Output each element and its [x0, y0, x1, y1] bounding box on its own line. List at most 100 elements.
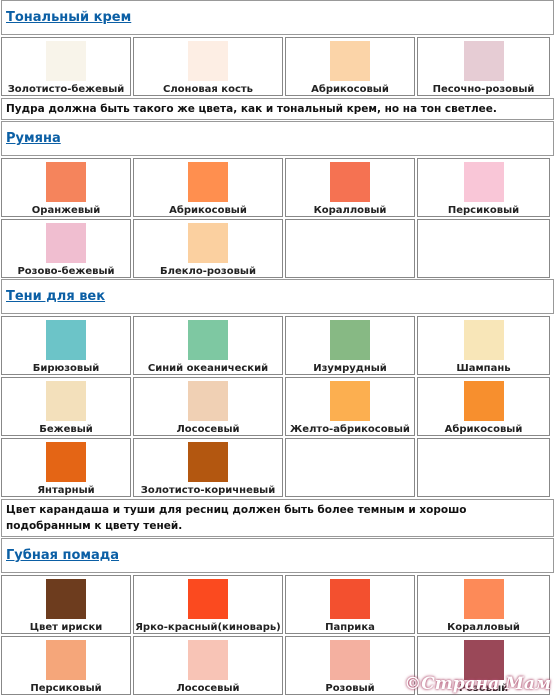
- swatch-label: Золотисто-коричневый: [140, 485, 276, 496]
- color-swatch: [330, 41, 370, 81]
- color-swatch: [188, 381, 228, 421]
- swatch-label: Янтарный: [37, 485, 95, 496]
- swatch-label: Оранжевый: [31, 205, 101, 216]
- color-swatch: [188, 41, 228, 81]
- swatch-cell: Персиковый: [417, 158, 550, 217]
- swatch-cell: Песочно-розовый: [417, 37, 550, 96]
- section-header: Тональный крем: [1, 0, 554, 35]
- swatch-label: Песочно-розовый: [432, 84, 535, 95]
- color-swatch: [46, 41, 86, 81]
- swatch-cell: Лососевый: [133, 636, 283, 695]
- section-header: Румяна: [1, 121, 554, 156]
- swatch-label: Бежевый: [39, 424, 93, 435]
- swatch-cell: Желто-абрикосовый: [285, 377, 415, 436]
- swatch-cell: [285, 219, 415, 278]
- section-title[interactable]: Тональный крем: [6, 10, 132, 25]
- color-swatch: [330, 162, 370, 202]
- color-swatch: [46, 442, 86, 482]
- swatch-label: Лососевый: [176, 424, 240, 435]
- swatch-cell: Розово-бежевый: [1, 219, 131, 278]
- swatch-cell: Абрикосовый: [133, 158, 283, 217]
- color-swatch: [463, 41, 504, 81]
- watermark: ©Страна Мам: [404, 674, 551, 694]
- swatch-cell: Синий океанический: [133, 316, 283, 375]
- swatch-row: Оранжевый Абрикосовый Коралловый Персиковый: [1, 157, 554, 218]
- swatch-cell: Цвет ириски: [1, 575, 131, 634]
- swatch-row: Золотисто-бежевый Слоновая кость Абрикосов…: [1, 36, 554, 97]
- swatch-cell: [285, 438, 415, 497]
- section-header: Губная помада: [1, 538, 554, 573]
- color-swatch: [330, 320, 370, 360]
- swatch-label: Абрикосовый: [444, 424, 523, 435]
- color-swatch: [330, 640, 370, 680]
- swatch-cell: Лососевый: [133, 377, 283, 436]
- swatch-row: Бирюзовый Синий океанический Изумрудный Шам…: [1, 315, 554, 376]
- section-header: Тени для век: [1, 279, 554, 314]
- swatch-label: Цвет ириски: [29, 622, 103, 633]
- color-swatch: [463, 320, 504, 360]
- swatch-label: Золотисто-бежевый: [7, 84, 125, 95]
- color-swatch: [188, 162, 228, 202]
- swatch-row: Розово-бежевый Блекло-розовый: [1, 218, 554, 279]
- color-swatch: [46, 579, 86, 619]
- swatch-cell: [417, 219, 550, 278]
- swatch-label: Розовый: [458, 683, 509, 694]
- swatch-label: Розовый: [325, 683, 375, 694]
- color-swatch: [463, 640, 504, 680]
- swatch-label: Паприка: [325, 622, 375, 633]
- swatch-cell: Блекло-розовый: [133, 219, 283, 278]
- swatch-label: Бирюзовый: [32, 363, 100, 374]
- swatch-row: Цвет ириски Ярко-красный(киноварь) Паприка…: [1, 574, 554, 635]
- swatch-label: Розово-бежевый: [17, 266, 115, 277]
- color-swatch: [188, 640, 228, 680]
- swatch-row: Бежевый Лососевый Желто-абрикосовый Абрикос…: [1, 376, 554, 437]
- color-swatch: [46, 640, 86, 680]
- swatch-cell: Абрикосовый: [285, 37, 415, 96]
- swatch-label: Персиковый: [30, 683, 102, 694]
- swatch-label: Коралловый: [447, 622, 520, 633]
- color-swatch: [46, 162, 86, 202]
- swatch-label: Блекло-розовый: [160, 266, 256, 277]
- swatch-cell: Бежевый: [1, 377, 131, 436]
- swatch-cell: Шампань: [417, 316, 550, 375]
- color-swatch: [330, 381, 370, 421]
- section-title[interactable]: Румяна: [6, 131, 61, 146]
- swatch-cell: Абрикосовый: [417, 377, 550, 436]
- swatch-cell: Золотисто-коричневый: [133, 438, 283, 497]
- section-title[interactable]: Губная помада: [6, 548, 120, 563]
- note: Цвет карандаша и туши для ресниц должен …: [1, 499, 554, 537]
- color-swatch: [463, 381, 504, 421]
- swatch-cell: [417, 438, 550, 497]
- swatch-label: Лососевый: [176, 683, 240, 694]
- swatch-label: Абрикосовый: [169, 205, 247, 216]
- swatch-label: Шампань: [456, 363, 511, 374]
- swatch-cell: Оранжевый: [1, 158, 131, 217]
- swatch-cell: Паприка: [285, 575, 415, 634]
- color-swatch: [46, 381, 86, 421]
- swatch-label: Изумрудный: [313, 363, 387, 374]
- color-swatch: [46, 223, 86, 263]
- swatch-label: Коралловый: [313, 205, 387, 216]
- color-swatch: [188, 223, 228, 263]
- swatch-label: Персиковый: [447, 205, 520, 216]
- swatch-cell: Слоновая кость: [133, 37, 283, 96]
- swatch-label: Абрикосовый: [311, 84, 389, 95]
- swatch-cell: Золотисто-бежевый: [1, 37, 131, 96]
- section-title[interactable]: Тени для век: [6, 289, 106, 304]
- swatch-label: Слоновая кость: [163, 84, 253, 95]
- swatch-cell: Розовый: [417, 636, 550, 695]
- color-swatch: [463, 579, 504, 619]
- swatch-label: Желто-абрикосовый: [290, 424, 410, 435]
- color-swatch: [330, 579, 370, 619]
- color-swatch: [188, 579, 228, 619]
- color-swatch: [188, 442, 228, 482]
- swatch-label: Синий океанический: [147, 363, 269, 374]
- note: Пудра должна быть такого же цвета, как и…: [1, 98, 554, 120]
- swatch-label: Ярко-красный(киноварь): [135, 622, 281, 633]
- swatch-cell: Коралловый: [417, 575, 550, 634]
- swatch-cell: Бирюзовый: [1, 316, 131, 375]
- color-swatch: [46, 320, 86, 360]
- swatch-cell: Ярко-красный(киноварь): [133, 575, 283, 634]
- swatch-row: Янтарный Золотисто-коричневый: [1, 437, 554, 498]
